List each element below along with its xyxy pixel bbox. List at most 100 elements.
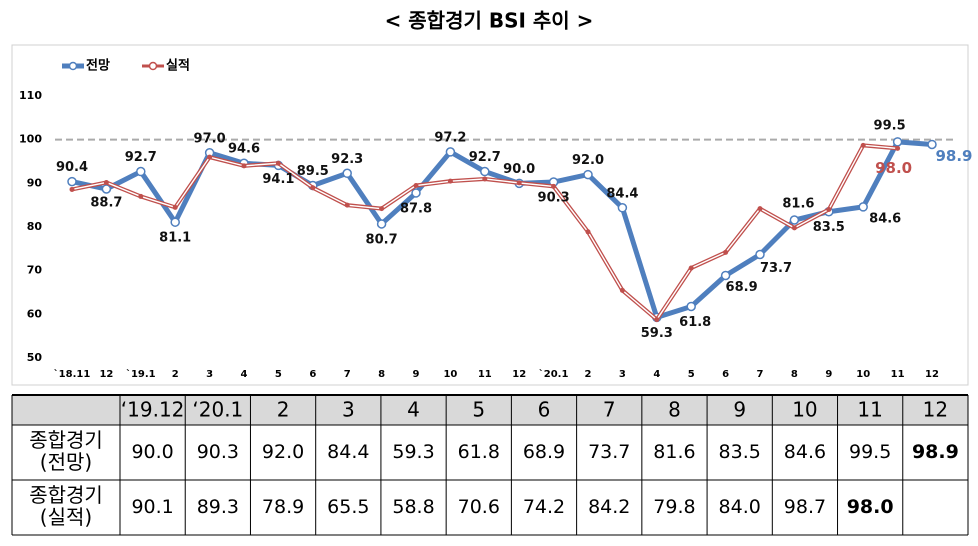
table-header: 2 xyxy=(277,398,290,422)
x-tick-label: 7 xyxy=(757,369,764,380)
x-tick-label: 10 xyxy=(856,369,870,380)
data-label: 99.5 xyxy=(874,118,906,133)
table-header: 4 xyxy=(407,398,420,422)
legend-label: 실적 xyxy=(166,58,190,74)
table-cell: 65.5 xyxy=(327,496,369,518)
table-header: 8 xyxy=(668,398,681,422)
x-tick-label: 10 xyxy=(443,369,457,380)
data-label: 97.2 xyxy=(434,130,466,145)
table-cell: 90.3 xyxy=(197,441,239,463)
point xyxy=(480,166,490,177)
x-tick-label: `18.11 xyxy=(54,368,91,380)
point xyxy=(170,217,180,227)
point xyxy=(101,184,112,194)
table-header: 6 xyxy=(538,398,551,422)
data-label: 90.3 xyxy=(538,191,570,206)
table-cell: 84.4 xyxy=(327,441,369,463)
point xyxy=(136,166,146,177)
table-cell: 78.9 xyxy=(262,496,304,518)
table-header: 9 xyxy=(733,398,746,422)
point xyxy=(69,186,75,192)
table-cell: 90.0 xyxy=(131,441,173,463)
point xyxy=(720,270,731,281)
row-label: (실적) xyxy=(40,505,92,529)
x-tick-label: 5 xyxy=(275,369,282,380)
data-label: 84.6 xyxy=(869,211,901,226)
data-label: 94.1 xyxy=(262,172,294,187)
table-cell: 99.5 xyxy=(849,441,891,463)
point xyxy=(583,169,593,180)
x-tick-label: 12 xyxy=(925,369,939,380)
point xyxy=(103,179,109,185)
data-label: 81.6 xyxy=(782,197,814,212)
x-tick-label: 12 xyxy=(99,369,113,380)
table-header: 10 xyxy=(792,398,817,422)
point xyxy=(688,265,694,271)
table-header: 5 xyxy=(472,398,485,422)
point xyxy=(755,249,765,260)
table-header: ‘20.1 xyxy=(192,398,243,422)
table-cell: 73.7 xyxy=(588,441,630,463)
data-label: 98.9 xyxy=(935,147,972,165)
point xyxy=(892,137,903,147)
point xyxy=(619,287,625,293)
row-label: (전망) xyxy=(40,450,92,474)
point xyxy=(67,176,77,187)
data-label: 89.5 xyxy=(297,164,329,179)
chart-frame xyxy=(11,44,969,386)
table-cell: 84.2 xyxy=(588,496,630,518)
y-tick-label: 80 xyxy=(27,220,43,233)
data-label: 92.7 xyxy=(125,150,157,165)
table-cell: 74.2 xyxy=(523,496,565,518)
table-cell: 79.8 xyxy=(653,496,695,518)
data-label: 97.0 xyxy=(194,131,226,146)
x-tick-label: 2 xyxy=(172,369,179,380)
table-header: ‘19.12 xyxy=(121,398,185,422)
y-tick-label: 60 xyxy=(27,307,43,320)
y-tick-label: 50 xyxy=(27,351,43,364)
point xyxy=(207,154,213,160)
x-tick-label: 11 xyxy=(891,369,905,380)
x-tick-label: 5 xyxy=(688,369,695,380)
table-cell: 61.8 xyxy=(458,441,500,463)
x-tick-label: 2 xyxy=(585,369,592,380)
point xyxy=(757,206,763,212)
point xyxy=(310,185,316,191)
row-label: 종합경기 xyxy=(29,483,103,507)
point xyxy=(413,183,419,189)
point xyxy=(445,147,456,157)
point xyxy=(344,202,350,208)
table-cell: 92.0 xyxy=(262,441,304,463)
point xyxy=(927,139,937,150)
y-tick-label: 70 xyxy=(27,264,43,277)
x-tick-label: 6 xyxy=(722,369,729,380)
point xyxy=(551,183,557,189)
x-tick-label: `19.1 xyxy=(126,368,156,380)
legend-marker xyxy=(148,61,158,71)
table-cell: 98.7 xyxy=(784,496,826,518)
data-label: 87.8 xyxy=(400,201,432,216)
point xyxy=(860,142,866,148)
table-header: 7 xyxy=(603,398,616,422)
point xyxy=(379,206,385,212)
point xyxy=(686,301,696,312)
table-header: 11 xyxy=(857,398,882,422)
y-tick-label: 100 xyxy=(19,133,42,146)
table-header-bg xyxy=(12,395,968,425)
point xyxy=(617,203,628,213)
point xyxy=(585,229,591,235)
table-header: 12 xyxy=(923,398,948,422)
chart-title: < 종합경기 BSI 추이 > xyxy=(385,9,594,33)
x-tick-label: 4 xyxy=(241,369,248,380)
point xyxy=(516,180,522,186)
x-tick-label: 9 xyxy=(825,369,832,380)
row-label: 종합경기 xyxy=(29,428,103,452)
table-cell: 84.0 xyxy=(719,496,761,518)
data-label: 92.3 xyxy=(331,152,363,167)
x-tick-label: 3 xyxy=(206,369,213,380)
table-cell: 59.3 xyxy=(392,441,434,463)
x-tick-label: 12 xyxy=(512,369,526,380)
table-cell: 70.6 xyxy=(458,496,500,518)
point xyxy=(447,178,453,184)
